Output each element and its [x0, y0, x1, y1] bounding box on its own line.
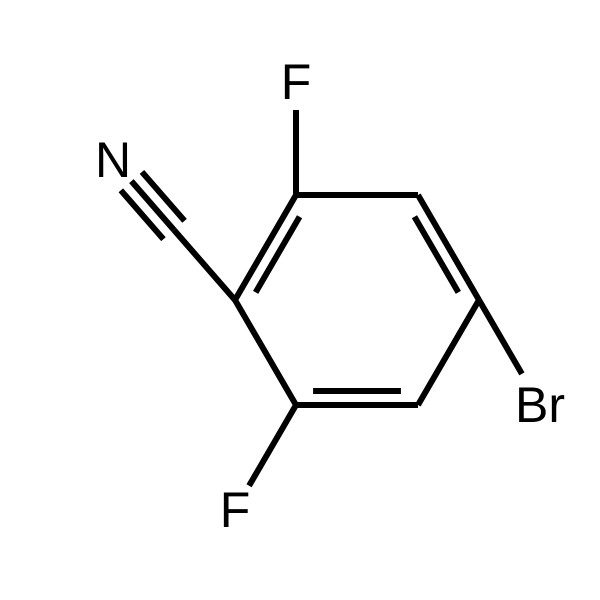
atom-label-f: F [281, 54, 312, 110]
atom-label-f: F [220, 482, 251, 538]
atom-label-n: N [95, 132, 131, 188]
atom-label-br: Br [515, 377, 565, 433]
molecule-diagram: N F F Br [0, 0, 600, 600]
